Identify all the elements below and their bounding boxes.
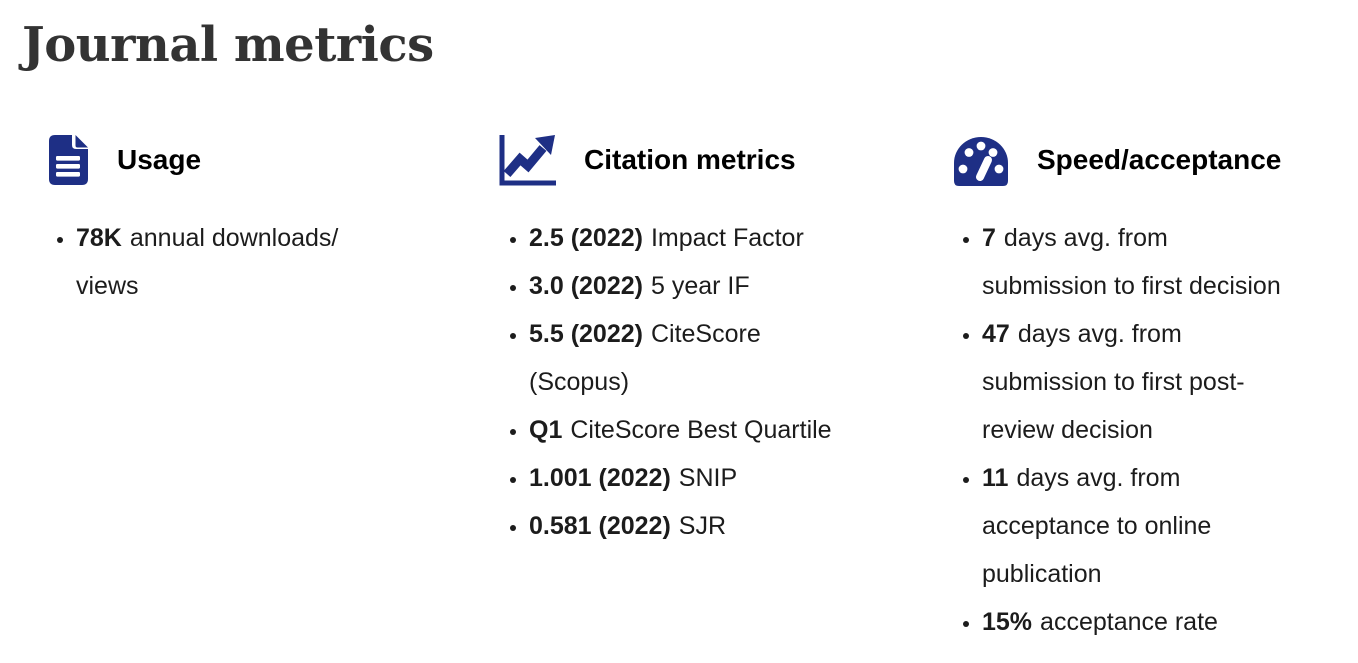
list-item: 15%acceptance rate — [982, 598, 1358, 646]
metric-label: days avg. from acceptance to online publ… — [982, 464, 1212, 588]
metric-label: days avg. from submission to first decis… — [982, 224, 1281, 300]
metric-label: days avg. from submission to first post-… — [982, 320, 1245, 444]
metric-value: Q1 — [529, 416, 563, 444]
list-item: 0.581 (2022)SJR — [529, 502, 928, 550]
citation-metrics-section: Citation metrics 2.5 (2022)Impact Factor… — [475, 132, 928, 646]
metric-label: 5 year IF — [650, 272, 750, 300]
metric-value: 15% — [982, 608, 1033, 636]
usage-heading: Usage — [117, 144, 202, 175]
metric-value: 2.5 (2022) — [529, 224, 643, 252]
speed-acceptance-heading: Speed/acceptance — [1037, 144, 1282, 175]
metric-label: Impact Factor — [650, 224, 804, 252]
line-chart-icon — [498, 133, 558, 187]
metric-label: annual downloads/ views — [76, 224, 339, 300]
list-item: 3.0 (2022)5 year IF — [529, 262, 928, 310]
metric-label: CiteScore (Scopus) — [529, 320, 761, 396]
list-item: 2.5 (2022)Impact Factor — [529, 214, 928, 262]
metric-value: 7 — [982, 224, 996, 252]
citation-metrics-header: Citation metrics — [498, 132, 928, 188]
metric-value: 3.0 (2022) — [529, 272, 643, 300]
citation-metrics-list: 2.5 (2022)Impact Factor 3.0 (2022)5 year… — [498, 214, 928, 550]
usage-header: Usage — [45, 132, 475, 188]
metric-value: 0.581 (2022) — [529, 512, 671, 540]
metric-value: 1.001 (2022) — [529, 464, 671, 492]
metric-label: CiteScore Best Quartile — [570, 416, 832, 444]
metric-label: SNIP — [678, 464, 738, 492]
metric-label: acceptance rate — [1040, 608, 1218, 636]
speedometer-icon — [951, 133, 1011, 187]
metric-value: 47 — [982, 320, 1010, 348]
list-item: 5.5 (2022)CiteScore (Scopus) — [529, 310, 928, 406]
metric-label: SJR — [678, 512, 727, 540]
page-title: Journal metrics — [22, 17, 434, 73]
list-item: 1.001 (2022)SNIP — [529, 454, 928, 502]
metric-value: 11 — [982, 464, 1009, 492]
speed-acceptance-header: Speed/acceptance — [951, 132, 1358, 188]
citation-metrics-heading: Citation metrics — [584, 144, 796, 175]
metric-value: 78K — [76, 224, 122, 252]
metric-value: 5.5 (2022) — [529, 320, 643, 348]
document-icon — [45, 133, 91, 187]
